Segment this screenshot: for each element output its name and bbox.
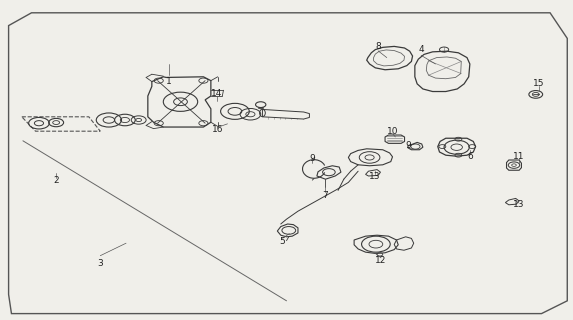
Text: 6: 6 <box>467 152 473 161</box>
Text: 5: 5 <box>280 237 285 246</box>
Polygon shape <box>262 109 309 119</box>
Text: 12: 12 <box>375 256 387 265</box>
Text: 8: 8 <box>375 42 381 51</box>
Text: 10: 10 <box>387 127 398 136</box>
Text: 4: 4 <box>418 45 424 54</box>
Text: 1: 1 <box>166 77 172 86</box>
Text: 2: 2 <box>53 176 59 185</box>
Text: 13: 13 <box>369 172 380 180</box>
Text: 16: 16 <box>212 125 223 134</box>
Text: 14: 14 <box>211 89 222 98</box>
Text: 3: 3 <box>97 260 103 268</box>
Text: 13: 13 <box>513 200 524 209</box>
Text: 7: 7 <box>323 191 328 200</box>
Text: 15: 15 <box>533 79 544 88</box>
Text: 9: 9 <box>405 141 411 150</box>
Text: 11: 11 <box>513 152 525 161</box>
Text: 9: 9 <box>309 154 315 163</box>
